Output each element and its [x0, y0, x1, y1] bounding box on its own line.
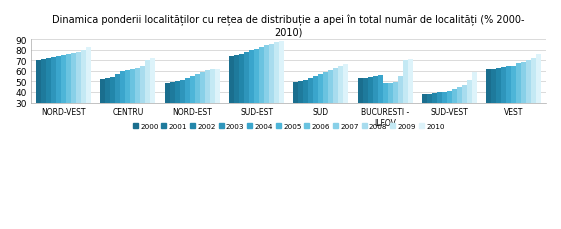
Bar — [502, 67, 507, 103]
Bar — [259, 47, 264, 103]
Bar — [51, 58, 56, 103]
Bar — [447, 92, 452, 103]
Bar — [214, 69, 219, 103]
Bar — [81, 50, 86, 103]
Bar — [66, 55, 71, 103]
Bar — [269, 45, 274, 103]
Bar — [71, 54, 76, 103]
Bar — [383, 84, 388, 103]
Bar — [279, 42, 284, 103]
Bar — [442, 93, 447, 103]
Bar — [388, 84, 393, 103]
Bar — [398, 77, 403, 103]
Bar — [521, 63, 526, 103]
Bar — [526, 61, 531, 103]
Bar — [210, 69, 214, 103]
Bar — [318, 75, 323, 103]
Bar — [170, 83, 175, 103]
Bar — [531, 59, 536, 103]
Bar — [486, 69, 491, 103]
Bar — [393, 83, 398, 103]
Bar — [145, 61, 150, 103]
Bar — [333, 68, 338, 103]
Bar — [195, 75, 200, 103]
Bar — [264, 46, 269, 103]
Bar — [536, 55, 541, 103]
Bar — [46, 59, 51, 103]
Bar — [56, 57, 61, 103]
Bar — [239, 55, 244, 103]
Bar — [298, 82, 304, 103]
Bar — [41, 60, 46, 103]
Bar — [403, 61, 408, 103]
Bar — [61, 56, 66, 103]
Legend: 2000, 2001, 2002, 2003, 2004, 2005, 2006, 2007, 2008, 2009, 2010: 2000, 2001, 2002, 2003, 2004, 2005, 2006… — [130, 120, 448, 132]
Bar — [496, 68, 502, 103]
Bar — [116, 75, 121, 103]
Bar — [234, 56, 239, 103]
Bar — [135, 68, 140, 103]
Bar — [373, 77, 378, 103]
Bar — [111, 78, 116, 103]
Bar — [274, 43, 279, 103]
Bar — [422, 95, 427, 103]
Bar — [407, 60, 412, 103]
Bar — [363, 79, 368, 103]
Bar — [314, 77, 319, 103]
Bar — [491, 69, 496, 103]
Bar — [121, 71, 126, 103]
Bar — [200, 73, 205, 103]
Bar — [105, 79, 111, 103]
Bar — [180, 81, 185, 103]
Bar — [427, 95, 432, 103]
Bar — [130, 69, 135, 103]
Bar — [358, 79, 363, 103]
Bar — [86, 47, 91, 103]
Bar — [36, 61, 41, 103]
Bar — [150, 59, 155, 103]
Bar — [229, 57, 234, 103]
Bar — [323, 73, 328, 103]
Bar — [190, 77, 195, 103]
Bar — [467, 81, 472, 103]
Bar — [452, 89, 457, 103]
Bar — [338, 66, 343, 103]
Bar — [457, 87, 462, 103]
Bar — [378, 76, 383, 103]
Bar — [185, 79, 190, 103]
Bar — [76, 53, 81, 103]
Bar — [507, 66, 512, 103]
Bar — [516, 64, 521, 103]
Bar — [249, 50, 254, 103]
Bar — [175, 82, 180, 103]
Bar — [165, 84, 170, 103]
Bar — [205, 71, 210, 103]
Bar — [100, 80, 105, 103]
Bar — [462, 85, 467, 103]
Bar — [437, 93, 442, 103]
Bar — [511, 66, 516, 103]
Bar — [244, 53, 249, 103]
Bar — [125, 71, 130, 103]
Bar — [472, 73, 477, 103]
Title: Dinamica ponderii localităților cu rețea de distribuție a apei în total număr de: Dinamica ponderii localităților cu rețea… — [52, 15, 525, 38]
Bar — [368, 78, 373, 103]
Bar — [309, 79, 314, 103]
Bar — [140, 66, 145, 103]
Bar — [304, 81, 309, 103]
Bar — [328, 71, 333, 103]
Bar — [254, 49, 259, 103]
Bar — [343, 65, 348, 103]
Bar — [432, 94, 437, 103]
Bar — [293, 83, 298, 103]
